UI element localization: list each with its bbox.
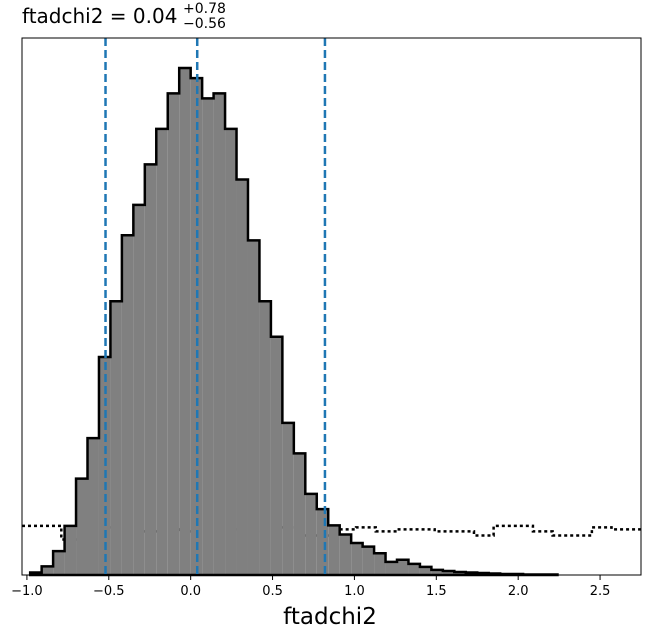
x-tick-label: 0.5 [262,584,283,599]
histogram-bin [362,546,375,575]
title-upper-error: +0.78 [183,1,226,17]
x-tick-label: −1.0 [11,584,43,599]
histogram-bin [442,570,455,575]
histogram-bin [236,179,248,576]
histogram-bin [431,569,443,575]
histogram-bin [202,98,214,576]
histogram-bin [385,561,398,575]
histogram-bin [144,164,157,575]
x-tick-label: −0.5 [93,584,125,599]
histogram-bin [41,566,54,575]
histogram-bin [351,543,363,575]
histogram-bin [121,235,134,575]
histogram-bin [213,93,226,575]
histogram-bin [316,509,329,575]
x-tick-label: 2.0 [508,584,529,599]
axes-frame [21,37,642,576]
histogram-bin [270,336,283,575]
x-tick-label: 1.0 [344,584,365,599]
quantile-lines [104,38,327,575]
histogram-bin [64,525,77,575]
histogram-bin [328,525,340,575]
histogram-bin [156,128,168,575]
histogram-bin [305,493,317,575]
histogram-bin [133,204,145,575]
histogram-bin [293,453,306,575]
histogram-bin [30,572,42,575]
histogram-bin [225,128,237,575]
histogram-bin [374,553,386,575]
histogram-outline [28,66,559,577]
title-equals: = [103,4,132,28]
histogram-bin [282,422,294,575]
chart-title: ftadchi2 = 0.04 [22,4,177,28]
x-axis-label: ftadchi2 [283,604,377,630]
histogram-bin [397,559,409,575]
histogram-bin [247,240,260,575]
histogram-bin [259,301,271,575]
x-axis-ticks: −1.0 −0.5 0.0 0.5 1.0 1.5 2.0 2.5 [11,575,610,599]
histogram-bin [408,563,420,575]
x-tick-label: 1.5 [426,584,447,599]
title-parameter-name: ftadchi2 [22,4,103,28]
plot-area [21,37,642,577]
histogram-bin [110,301,122,575]
x-tick-label: 2.5 [590,584,611,599]
histogram-bin [87,438,99,575]
histogram-bin [53,551,65,575]
x-tick-label: 0.0 [180,584,201,599]
histogram-bin [454,571,466,575]
title-lower-error: −0.56 [183,16,226,32]
histogram-bin [167,93,180,575]
histogram-bin [465,572,478,575]
histogram-bin [339,534,352,575]
histogram-bin [179,68,191,575]
histogram-bin [76,478,88,575]
title-median-value: 0.04 [133,4,178,28]
histogram-bin [419,566,432,575]
